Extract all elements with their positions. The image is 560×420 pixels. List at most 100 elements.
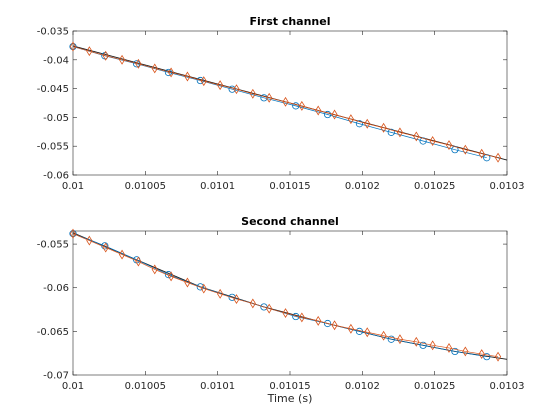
- first-channel-series-1-point: [69, 41, 77, 52]
- first-channel-series-1-point: [151, 63, 158, 74]
- second-channel-series-1-point: [347, 323, 354, 334]
- second-channel-series-0-point: [260, 303, 268, 311]
- first-channel-series-1-point: [364, 118, 371, 129]
- first-channel-series-0-point: [133, 60, 141, 68]
- first-channel-series-1-point: [282, 96, 289, 107]
- second-channel-series-1-point: [413, 336, 420, 347]
- second-channel-series-1-point: [249, 298, 256, 309]
- first-channel-series-1-point: [413, 131, 420, 142]
- first-channel-series-1-point: [462, 144, 469, 155]
- first-channel-xtick-label: 0.01: [62, 181, 84, 192]
- second-channel-title: Second channel: [241, 215, 339, 228]
- second-channel-series-0-point: [483, 353, 491, 361]
- second-channel-series-1-point: [118, 249, 126, 260]
- first-channel-series-1-point: [494, 152, 502, 163]
- first-channel-series-1-point: [429, 136, 436, 146]
- first-channel-series-1-point: [135, 58, 142, 69]
- first-channel-ytick-label: -0.06: [43, 171, 69, 182]
- first-channel-ytick-label: -0.055: [37, 142, 69, 153]
- second-channel-axes: Second channel 0.01 0.01005 0.0101 0.01015 0.…: [37, 215, 525, 405]
- first-channel-xtick-label: 0.01015: [269, 181, 310, 192]
- second-channel-series-0-point: [451, 347, 459, 356]
- second-channel-series-1-point: [184, 277, 191, 288]
- second-channel-series-1-point: [217, 288, 224, 299]
- first-channel-series-1-point: [315, 105, 322, 116]
- first-channel-series-1-point: [118, 54, 126, 65]
- second-channel-xtick-label: 0.01025: [414, 381, 455, 392]
- second-channel-series-0-point: [196, 283, 204, 291]
- first-channel-series-1-line: [72, 46, 499, 159]
- first-channel-series-1-point: [217, 80, 224, 91]
- first-channel-ytick-label: -0.05: [43, 113, 69, 124]
- second-channel-series-1-point: [429, 340, 436, 351]
- second-channel-series-1-point: [298, 312, 305, 323]
- first-channel-series-1-point: [102, 50, 109, 61]
- second-channel-series-0-point: [69, 230, 77, 238]
- first-channel-series-0-point: [324, 110, 332, 119]
- first-channel-series-1-point: [331, 109, 338, 120]
- first-channel-ytick-label: -0.035: [37, 27, 69, 38]
- first-channel-series-1-point: [233, 84, 240, 95]
- second-channel-xtick-label: 0.01015: [269, 381, 310, 392]
- second-channel-series-1-point: [380, 330, 387, 341]
- first-channel-xtick-label: 0.01025: [414, 181, 455, 192]
- first-channel-series-0-point: [483, 154, 491, 162]
- second-channel-series-1-point: [151, 264, 158, 275]
- first-channel-xtick-label: 0.0103: [490, 181, 525, 192]
- second-channel-series-1-point: [233, 294, 240, 305]
- first-channel-series-1-point: [200, 76, 207, 87]
- second-channel-xtick-label: 0.01005: [125, 381, 166, 392]
- first-channel-series-1-point: [396, 127, 404, 138]
- second-channel-series-1-point: [462, 346, 469, 357]
- second-channel-xtick-label: 0.0102: [345, 381, 380, 392]
- first-channel-series-1-point: [347, 114, 354, 125]
- first-channel-series-1-point: [168, 67, 175, 78]
- second-channel-xtick-label: 0.0101: [200, 381, 235, 392]
- second-channel-ytick-label: -0.065: [37, 327, 69, 338]
- first-channel-ytick-label: -0.04: [43, 55, 69, 66]
- second-channel-series-1-point: [86, 235, 93, 246]
- second-channel-series-1-point: [315, 315, 322, 326]
- first-channel-series-0-point: [355, 120, 364, 128]
- second-channel-series-1-point: [494, 351, 502, 362]
- first-channel-series-1-point: [380, 122, 387, 133]
- second-channel-series-1-point: [364, 327, 371, 338]
- first-channel-xtick-label: 0.01005: [125, 181, 166, 192]
- first-channel-series-0-point: [260, 94, 268, 102]
- first-channel-series-0-point: [196, 76, 204, 85]
- first-channel-series-1-point: [298, 100, 305, 111]
- second-channel-xtick-label: 0.0103: [490, 381, 525, 392]
- first-channel-ytick-label: -0.045: [37, 84, 69, 95]
- first-channel-xtick-label: 0.0102: [345, 181, 380, 192]
- second-channel-series-1-point: [102, 242, 109, 253]
- second-channel-series-1-point: [282, 308, 289, 318]
- second-channel-series-1-point: [331, 320, 338, 331]
- first-channel-xtick-label: 0.0101: [200, 181, 235, 192]
- second-channel-series-1-point: [445, 342, 453, 353]
- second-channel-ytick-label: -0.06: [43, 283, 69, 294]
- first-channel-series-1-point: [445, 140, 453, 151]
- second-channel-series-1-point: [478, 349, 485, 360]
- second-channel-plot-area: [72, 230, 508, 376]
- second-channel-series-1-point: [168, 271, 175, 282]
- first-channel-series-0-point: [387, 128, 395, 136]
- second-channel-series-0-point: [387, 335, 395, 343]
- second-channel-ytick-label: -0.055: [37, 240, 69, 251]
- second-channel-series-1-point: [69, 228, 77, 239]
- second-channel-series-1-point: [135, 256, 142, 267]
- first-channel-series-1-point: [86, 46, 93, 57]
- second-channel-ytick-label: -0.07: [43, 371, 69, 382]
- first-channel-series-1-point: [249, 88, 256, 99]
- second-channel-series-1-point: [396, 334, 404, 345]
- second-channel-series-1-line: [72, 233, 499, 358]
- second-channel-series-0-point: [419, 341, 427, 349]
- second-channel-series-1-point: [200, 283, 207, 294]
- second-channel-series-0-point: [324, 319, 332, 328]
- second-channel-series-0-point: [164, 271, 173, 279]
- first-channel-series-0-line: [72, 46, 487, 159]
- first-channel-series-0-point: [69, 42, 77, 51]
- first-channel-series-1-point: [184, 71, 191, 82]
- first-channel-series-1-point: [478, 148, 485, 159]
- second-channel-series-1-point: [266, 303, 273, 314]
